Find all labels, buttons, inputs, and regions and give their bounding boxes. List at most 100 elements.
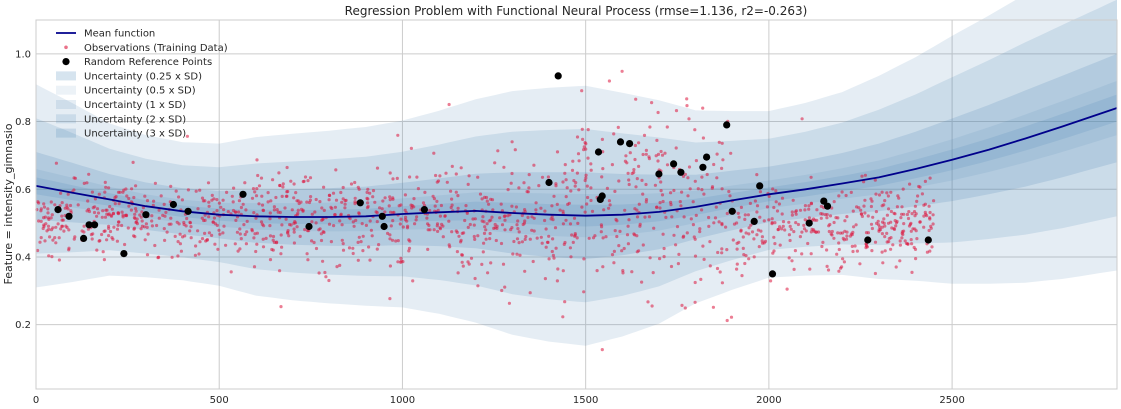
observation-point <box>842 260 847 264</box>
reference-point <box>378 212 386 220</box>
observation-point <box>583 178 587 183</box>
observation-point <box>253 232 257 236</box>
observation-point <box>268 224 272 228</box>
observation-point <box>132 234 136 238</box>
observation-point <box>281 185 285 189</box>
observation-point <box>312 240 316 245</box>
observation-point <box>720 251 724 255</box>
observation-point <box>691 223 696 227</box>
observation-point <box>552 194 556 198</box>
reference-point <box>728 207 736 215</box>
observation-point <box>255 231 259 235</box>
observation-point <box>499 241 504 246</box>
observation-point <box>463 218 467 223</box>
observation-point <box>276 210 280 214</box>
observation-point <box>388 171 392 175</box>
observation-point <box>125 194 129 198</box>
observation-point <box>644 152 648 156</box>
observation-point <box>658 257 662 261</box>
grid-lines <box>35 20 1117 389</box>
observation-point <box>174 189 178 193</box>
observation-point <box>500 288 504 293</box>
observation-point <box>145 253 150 257</box>
observation-point <box>616 125 620 129</box>
observation-point <box>715 176 719 180</box>
observation-point <box>669 191 673 195</box>
observation-point <box>827 224 831 228</box>
observation-point <box>132 216 136 220</box>
observation-point <box>233 242 237 246</box>
observation-point <box>95 248 99 252</box>
observation-point <box>215 209 219 213</box>
observation-point <box>510 226 514 230</box>
observation-point <box>828 214 833 218</box>
observation-point <box>674 243 678 247</box>
observation-point <box>310 239 314 243</box>
observation-point <box>360 222 364 226</box>
observation-point <box>543 277 548 281</box>
observation-point <box>261 208 266 213</box>
observation-point <box>250 196 255 200</box>
observation-point <box>340 223 344 227</box>
observation-point <box>53 236 57 240</box>
reference-points <box>54 72 932 278</box>
observation-point <box>601 236 605 240</box>
observation-point <box>292 196 296 200</box>
observation-point <box>776 227 781 231</box>
observation-point <box>656 110 660 115</box>
observation-point <box>56 222 60 226</box>
observation-point <box>127 204 131 208</box>
observation-point <box>255 187 259 191</box>
observation-point <box>212 216 216 220</box>
observation-point <box>391 211 395 215</box>
observation-point <box>600 137 605 141</box>
observation-point <box>804 229 808 233</box>
observation-point <box>153 243 157 248</box>
observation-point <box>585 184 589 188</box>
observation-point <box>735 221 739 225</box>
observation-point <box>327 198 331 202</box>
observation-point <box>913 247 918 251</box>
observation-point <box>51 238 55 242</box>
observation-point <box>207 200 211 204</box>
observation-point <box>459 238 463 242</box>
observation-point <box>771 187 775 191</box>
observation-point <box>492 226 496 230</box>
observation-point <box>739 229 743 233</box>
reference-point <box>703 153 711 161</box>
observation-point <box>556 267 560 271</box>
observation-point <box>575 171 580 175</box>
observation-point <box>661 199 665 204</box>
observation-point <box>43 239 47 243</box>
observation-point <box>101 209 105 213</box>
reference-point <box>545 178 553 187</box>
reference-point <box>54 206 62 214</box>
observation-point <box>375 211 379 215</box>
observation-point <box>396 239 400 243</box>
observation-point <box>259 176 264 180</box>
observation-point <box>399 259 403 263</box>
observation-point <box>860 174 864 178</box>
observation-point <box>589 198 593 203</box>
observation-point <box>634 97 638 101</box>
observation-point <box>793 249 798 253</box>
observation-point <box>317 271 321 275</box>
observation-point <box>885 191 889 195</box>
observation-point <box>534 201 538 205</box>
observation-point <box>915 199 919 203</box>
observation-point <box>278 183 282 188</box>
observation-point <box>368 191 372 195</box>
observation-point <box>412 205 416 209</box>
observation-point <box>323 270 327 275</box>
observation-point <box>931 222 935 226</box>
observation-point <box>650 304 654 308</box>
observation-point <box>737 240 741 244</box>
observation-point <box>632 232 636 236</box>
observation-point <box>663 151 667 155</box>
observation-point <box>747 257 751 261</box>
observation-point <box>561 315 565 319</box>
observation-point <box>162 202 166 206</box>
observation-point <box>880 250 884 254</box>
observation-point <box>85 209 89 213</box>
